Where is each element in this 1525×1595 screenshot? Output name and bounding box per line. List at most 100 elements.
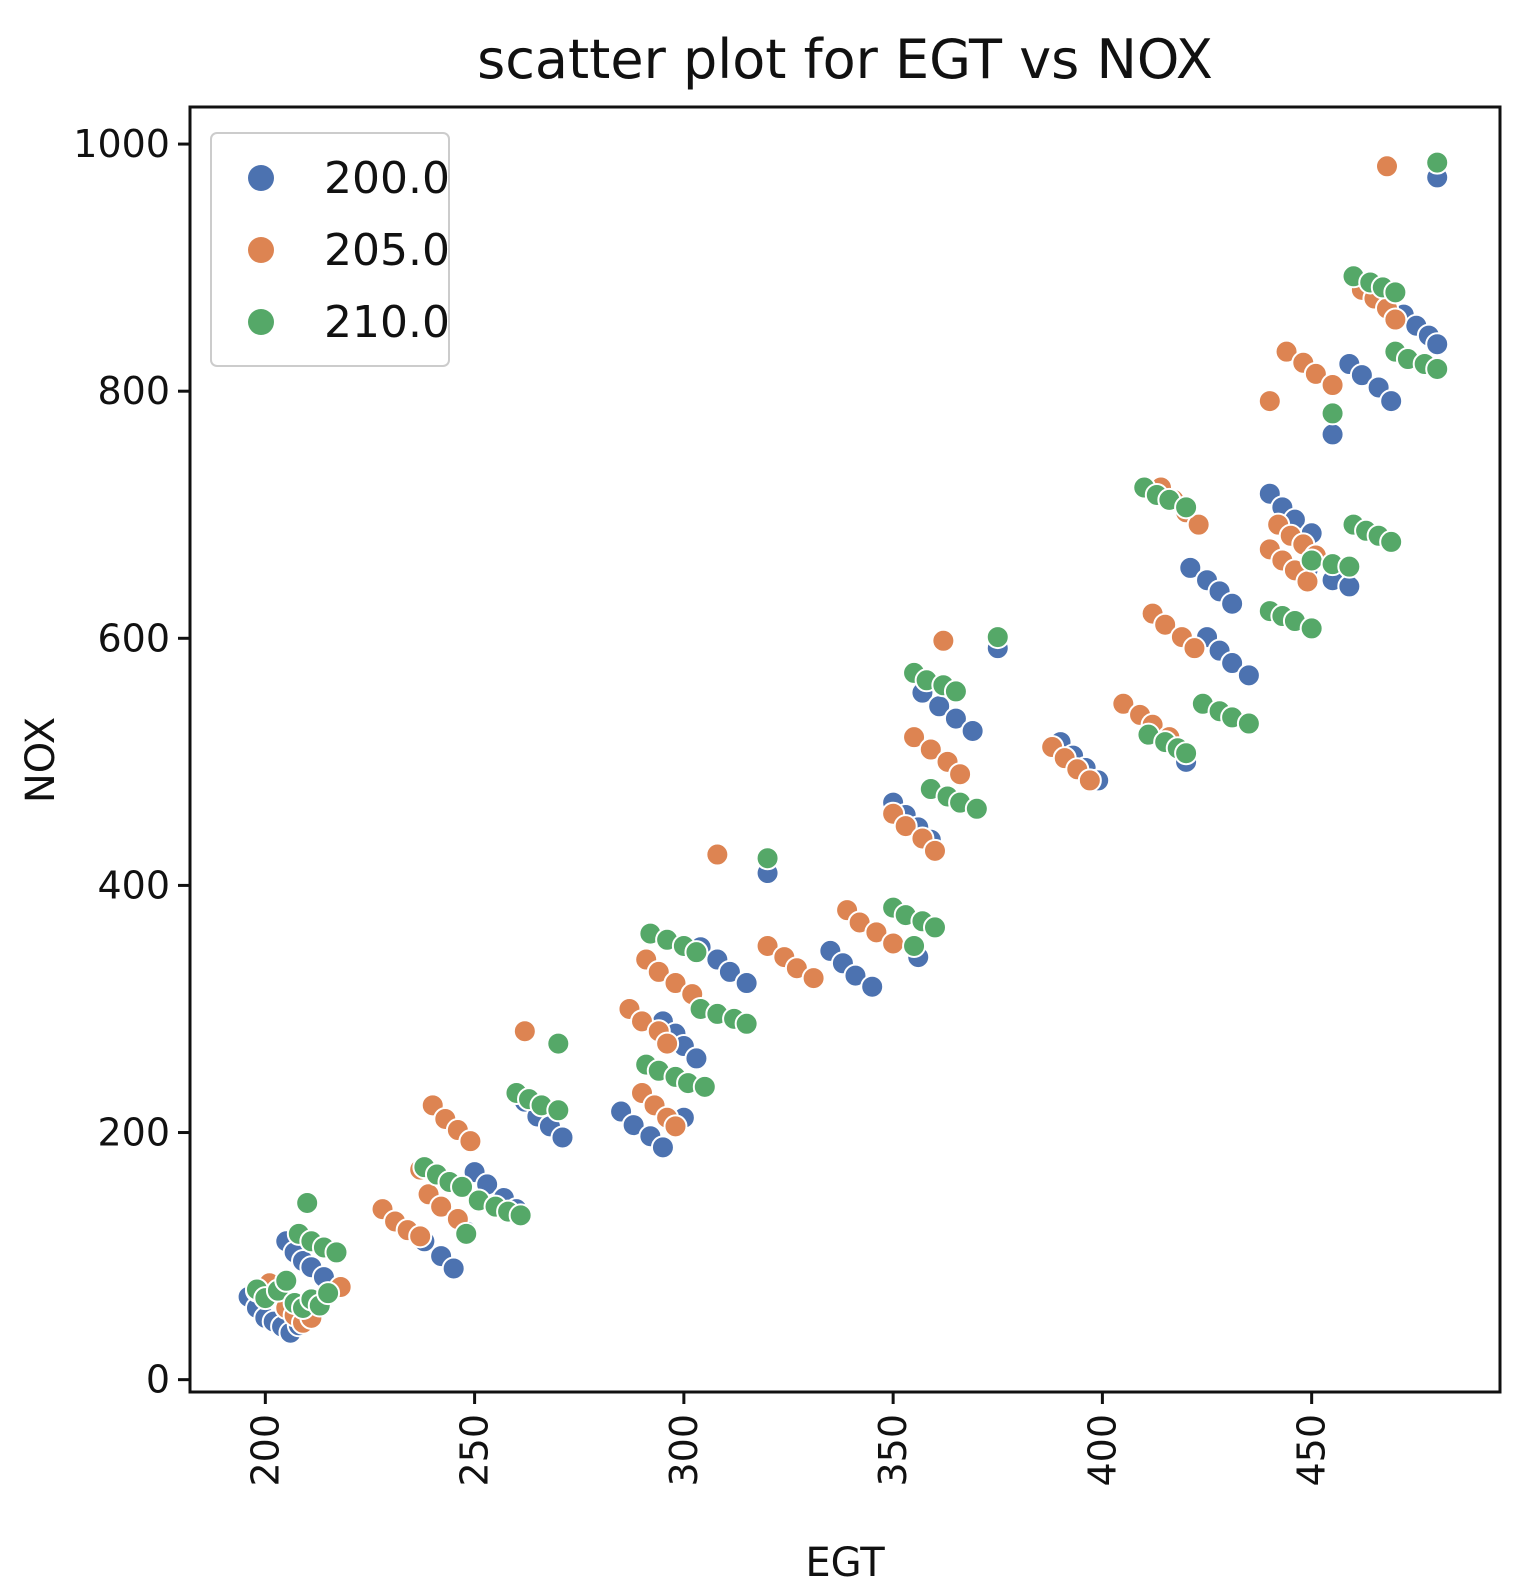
scatter-point xyxy=(1379,389,1404,414)
scatter-point xyxy=(1425,150,1450,175)
scatter-point xyxy=(1425,332,1450,357)
legend: 200.0 205.0 210.0 xyxy=(210,132,450,367)
y-axis: 0 200 400 600 800 1000 xyxy=(73,122,190,1402)
legend-marker xyxy=(248,237,274,263)
scatter-point xyxy=(1295,569,1320,594)
scatter-point xyxy=(860,974,885,999)
scatter-point xyxy=(454,1221,479,1246)
plot-area-frame xyxy=(188,105,1502,1394)
scatter-point xyxy=(734,1011,759,1036)
scatter-point xyxy=(663,1114,688,1139)
scatter-point xyxy=(655,1031,680,1056)
scatter-point xyxy=(1077,768,1102,793)
scatter-point xyxy=(960,718,985,743)
scatter-point xyxy=(684,940,709,965)
scatter-point xyxy=(1320,401,1345,426)
x-axis-label: EGT xyxy=(805,1540,885,1586)
scatter-point xyxy=(902,725,927,750)
scatter-point xyxy=(324,1240,349,1265)
y-axis-label: NOX xyxy=(18,717,64,803)
scatter-point xyxy=(663,971,688,996)
scatter-point xyxy=(458,1129,483,1154)
scatter-point xyxy=(922,915,947,940)
scatter-point xyxy=(985,625,1010,650)
scatter-point xyxy=(705,842,730,867)
scatter-point xyxy=(1182,636,1207,661)
x-tick-label: 400 xyxy=(1080,1414,1124,1487)
scatter-point xyxy=(1178,555,1203,580)
x-tick-label: 350 xyxy=(871,1414,915,1487)
scatter-point xyxy=(295,1190,320,1215)
scatter-point xyxy=(964,796,989,821)
x-tick-label: 250 xyxy=(453,1414,497,1487)
chart-title: scatter plot for EGT vs NOX xyxy=(477,28,1213,91)
scatter-point xyxy=(1337,554,1362,579)
y-tick-label: 1000 xyxy=(73,122,170,166)
y-tick-label: 600 xyxy=(97,616,170,660)
scatter-point xyxy=(646,959,671,984)
scatter-point xyxy=(1186,512,1211,537)
scatter-point xyxy=(274,1268,299,1293)
legend-label: 210.0 xyxy=(324,297,450,348)
legend-label: 200.0 xyxy=(324,153,450,204)
scatter-point xyxy=(864,920,889,945)
scatter-point xyxy=(755,933,780,958)
scatter-point xyxy=(918,737,943,762)
scatter-point xyxy=(1111,691,1136,716)
scatter-point xyxy=(1349,363,1374,388)
scatter-point xyxy=(1220,591,1245,616)
scatter-point xyxy=(1153,612,1178,637)
scatter-point xyxy=(1337,574,1362,599)
legend-marker xyxy=(248,309,274,335)
scatter-point xyxy=(316,1281,341,1306)
legend-box xyxy=(210,132,450,367)
legend-label: 205.0 xyxy=(324,225,450,276)
scatter-point xyxy=(550,1125,575,1150)
scatter-point xyxy=(621,1113,646,1138)
scatter-point xyxy=(1236,663,1261,688)
scatter-point xyxy=(801,966,826,991)
scatter-point xyxy=(843,963,868,988)
scatter-point xyxy=(1374,154,1399,179)
scatter-point xyxy=(441,1256,466,1281)
scatter-point xyxy=(943,706,968,731)
scatter-point xyxy=(1236,711,1261,736)
scatter-point xyxy=(734,971,759,996)
legend-marker xyxy=(248,165,274,191)
x-tick-label: 200 xyxy=(243,1414,287,1487)
y-tick-label: 400 xyxy=(97,863,170,907)
scatter-point xyxy=(931,628,956,653)
scatter-point xyxy=(1174,495,1199,520)
scatter-point xyxy=(943,679,968,704)
scatter-point xyxy=(1257,389,1282,414)
x-tick-label: 450 xyxy=(1290,1414,1334,1487)
x-tick-label: 300 xyxy=(662,1414,706,1487)
scatter-point xyxy=(692,1074,717,1099)
scatter-point xyxy=(650,1135,675,1160)
scatter-point xyxy=(1174,741,1199,766)
scatter-point xyxy=(1383,280,1408,305)
scatter-point xyxy=(1299,616,1324,641)
scatter-point xyxy=(546,1098,571,1123)
scatter-point xyxy=(684,1046,709,1071)
scatter-point xyxy=(948,762,973,787)
scatter-point xyxy=(546,1031,571,1056)
scatter-point xyxy=(717,959,742,984)
scatter-point xyxy=(450,1174,475,1199)
scatter-point xyxy=(1383,307,1408,332)
scatter-point xyxy=(922,838,947,863)
scatter-point xyxy=(1299,548,1324,573)
scatter-point xyxy=(1303,361,1328,386)
data-points xyxy=(236,150,1450,1345)
scatter-point xyxy=(429,1194,454,1219)
scatter-point xyxy=(1220,651,1245,676)
scatter-point xyxy=(881,931,906,956)
y-tick-label: 0 xyxy=(146,1358,170,1402)
scatter-point xyxy=(1379,529,1404,554)
scatter-point xyxy=(508,1203,533,1228)
scatter-point xyxy=(1425,356,1450,381)
y-tick-label: 800 xyxy=(97,369,170,413)
y-tick-label: 200 xyxy=(97,1111,170,1155)
scatter-point xyxy=(512,1019,537,1044)
scatter-point xyxy=(1320,422,1345,447)
